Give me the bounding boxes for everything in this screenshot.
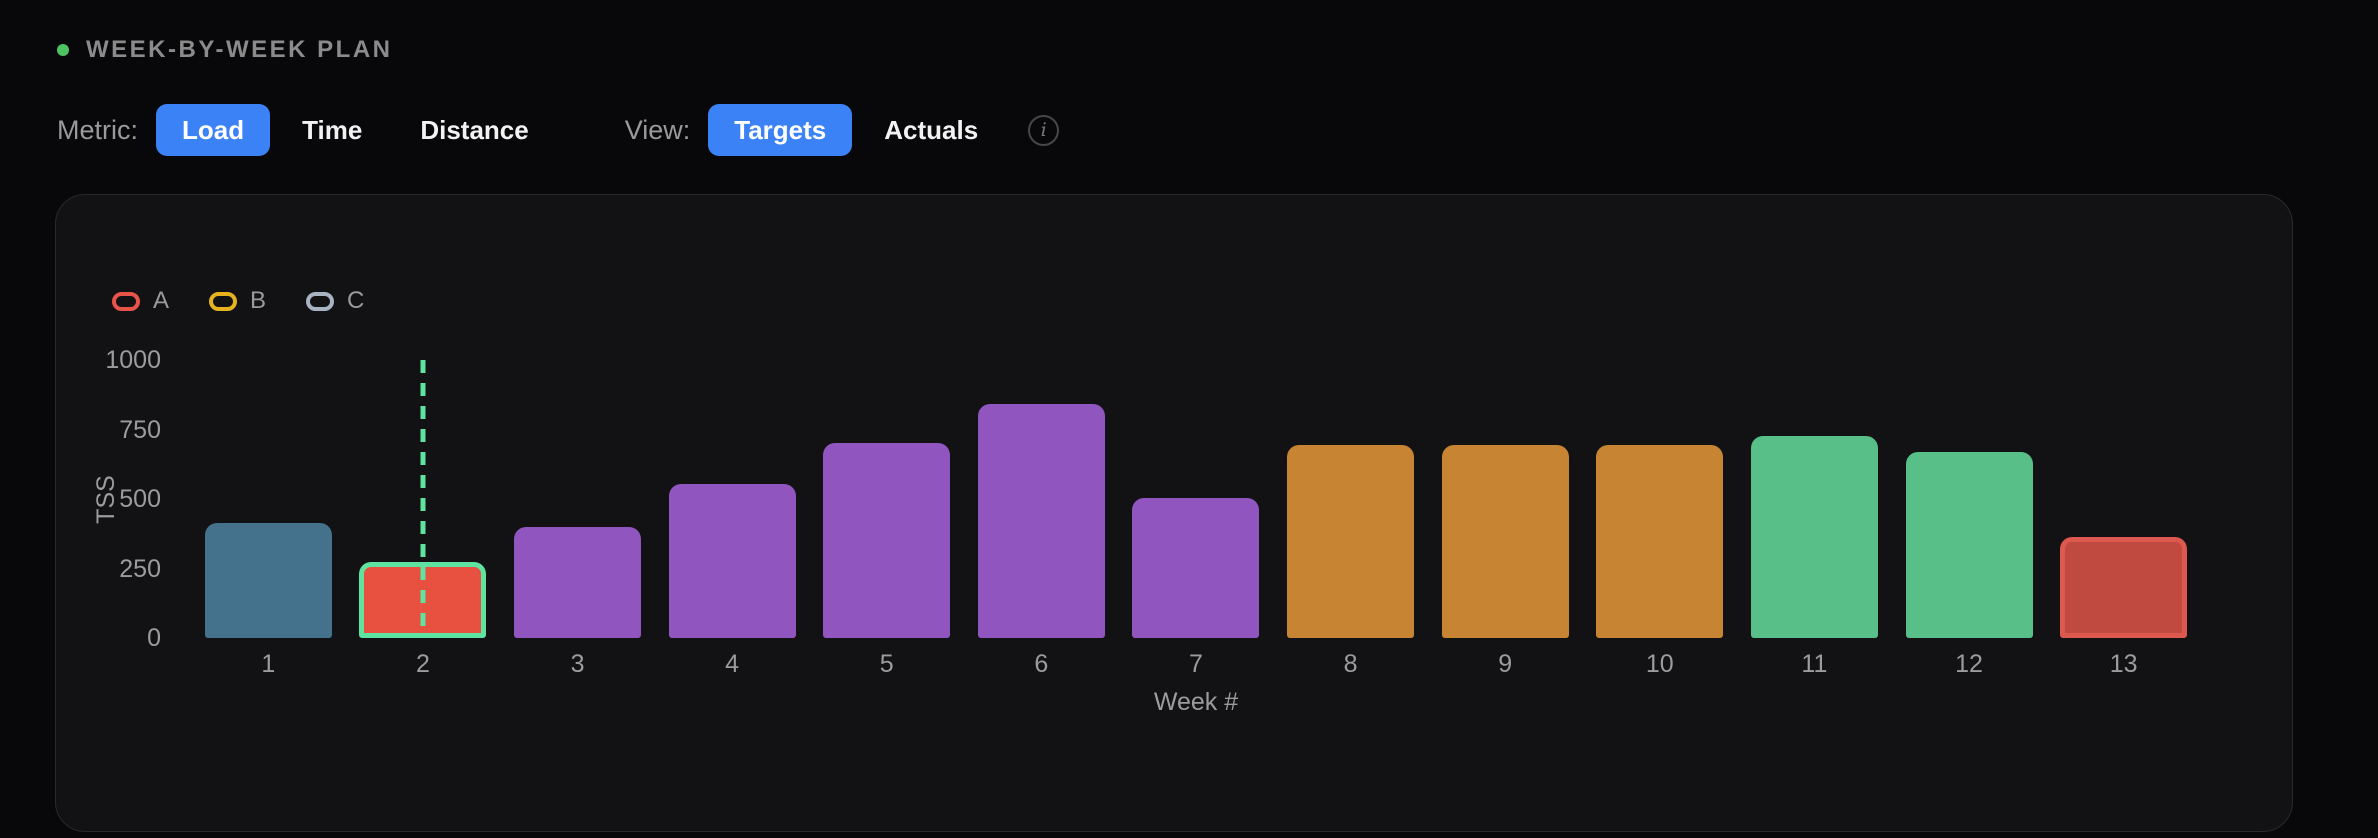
view-option-actuals[interactable]: Actuals: [858, 104, 1004, 156]
bar-slot-week-4: [655, 360, 810, 638]
x-tick-week-7: 7: [1189, 650, 1203, 678]
x-tick-week-2: 2: [415, 650, 430, 678]
current-week-indicator-line: [420, 360, 426, 638]
bar-slot-week-10: [1582, 360, 1737, 638]
chart-legend: A B C: [112, 287, 364, 315]
bar-slot-week-13: [2046, 360, 2201, 638]
section-title: WEEK-BY-WEEK PLAN: [86, 36, 393, 63]
y-tick-750: 750: [119, 415, 161, 444]
legend-item-c: C: [306, 287, 364, 315]
bar-week-5[interactable]: [823, 443, 951, 638]
bar-week-7[interactable]: [1132, 497, 1260, 638]
x-tick-week-6: 6: [1034, 650, 1049, 678]
legend-ring-icon-c: [306, 291, 335, 311]
x-tick-week-5: 5: [879, 650, 894, 678]
x-tick-week-9: 9: [1498, 650, 1513, 678]
bar-slot-week-9: [1428, 360, 1583, 638]
metric-toggle-group: Load Time Distance: [156, 104, 555, 156]
chart-controls: Metric: Load Time Distance View: Targets…: [57, 102, 2378, 158]
bar-slot-week-1: [191, 360, 346, 638]
legend-item-a: A: [112, 287, 169, 315]
legend-item-b: B: [209, 287, 266, 315]
bar-week-9[interactable]: [1441, 444, 1569, 638]
bar-week-12[interactable]: [1905, 451, 2033, 638]
y-tick-1000: 1000: [105, 346, 161, 374]
legend-ring-icon-a: [112, 291, 140, 311]
x-tick-week-4: 4: [725, 650, 740, 678]
x-tick-week-1: 1: [261, 650, 276, 678]
metric-option-distance[interactable]: Distance: [394, 104, 554, 156]
section-accent-dot-icon: [57, 44, 69, 56]
x-tick-week-3: 3: [570, 650, 585, 678]
bar-slot-week-2: [346, 360, 501, 638]
section-header: WEEK-BY-WEEK PLAN: [0, 0, 2378, 64]
info-icon[interactable]: i: [1028, 114, 1060, 146]
bar-slot-week-3: [500, 360, 655, 638]
metric-label: Metric:: [57, 114, 138, 145]
x-tick-week-12: 12: [1955, 650, 1983, 678]
y-tick-500: 500: [119, 485, 161, 513]
plot-area: [191, 360, 2201, 638]
bar-week-3[interactable]: [514, 526, 642, 638]
bar-week-8[interactable]: [1287, 444, 1415, 638]
bar-slot-week-6: [964, 360, 1119, 638]
x-tick-week-11: 11: [1801, 650, 1828, 678]
bar-week-6[interactable]: [977, 404, 1105, 638]
x-axis-label: Week #: [1153, 688, 1239, 716]
x-axis-ticks: 1 2 3 4 5 6 7 8 9 10 11 12 13: [191, 650, 2201, 679]
x-tick-week-13: 13: [2109, 650, 2138, 678]
legend-label-c: C: [347, 287, 365, 314]
bar-week-13[interactable]: [2060, 536, 2188, 638]
bar-week-11[interactable]: [1750, 436, 1878, 638]
y-tick-0: 0: [147, 624, 161, 652]
bar-slot-week-11: [1737, 360, 1892, 638]
bar-week-10[interactable]: [1596, 444, 1724, 638]
y-axis-ticks: 0 250 500 750 1000: [56, 346, 161, 652]
legend-ring-icon-b: [209, 291, 238, 311]
bar-week-4[interactable]: [668, 483, 796, 638]
view-option-targets[interactable]: Targets: [708, 104, 853, 156]
bar-slot-week-5: [809, 360, 964, 638]
view-label: View:: [624, 114, 691, 145]
legend-label-b: B: [250, 287, 267, 314]
x-tick-week-10: 10: [1645, 650, 1674, 678]
bar-slot-week-8: [1273, 360, 1428, 638]
y-tick-250: 250: [119, 554, 161, 583]
bar-week-1[interactable]: [204, 522, 332, 638]
bar-slot-week-12: [1892, 360, 2047, 638]
view-toggle-group: Targets Actuals: [708, 104, 1004, 156]
metric-option-load[interactable]: Load: [156, 104, 271, 156]
legend-label-a: A: [153, 287, 170, 314]
bar-slot-week-7: [1119, 360, 1274, 638]
metric-option-time[interactable]: Time: [276, 104, 388, 156]
x-tick-week-8: 8: [1343, 650, 1358, 678]
